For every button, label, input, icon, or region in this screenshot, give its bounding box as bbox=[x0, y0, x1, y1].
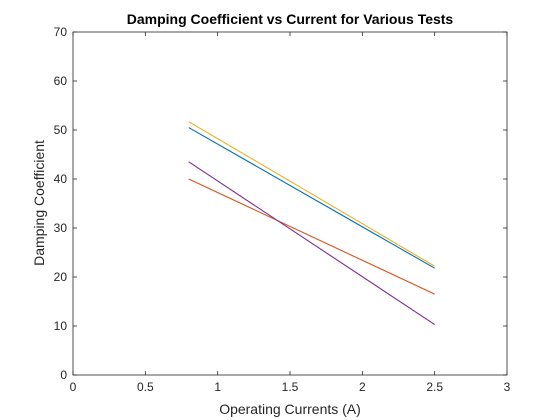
y-tick-label: 0 bbox=[60, 368, 67, 382]
series-line-2 bbox=[188, 178, 435, 295]
y-axis-label: Damping Coefficient bbox=[31, 140, 47, 266]
y-tick-label: 30 bbox=[54, 221, 68, 235]
x-tick-label: 2 bbox=[359, 380, 366, 394]
y-tick-label: 40 bbox=[54, 172, 68, 186]
x-tick-label: 1 bbox=[214, 380, 221, 394]
plot-area bbox=[73, 32, 507, 375]
x-axis-label: Operating Currents (A) bbox=[219, 401, 361, 417]
series-line-3 bbox=[188, 121, 435, 267]
x-tick-label: 3 bbox=[504, 380, 511, 394]
y-tick-label: 70 bbox=[54, 25, 68, 39]
series-line-1 bbox=[188, 127, 435, 269]
chart-title: Damping Coefficient vs Current for Vario… bbox=[127, 11, 454, 27]
series-line-4 bbox=[188, 161, 435, 325]
x-tick-label: 0.5 bbox=[137, 380, 154, 394]
x-tick-label: 1.5 bbox=[282, 380, 299, 394]
x-tick-label: 2.5 bbox=[426, 380, 443, 394]
y-tick-label: 50 bbox=[54, 123, 68, 137]
y-tick-label: 60 bbox=[54, 74, 68, 88]
y-tick-label: 20 bbox=[54, 270, 68, 284]
x-tick-label: 0 bbox=[70, 380, 77, 394]
y-tick-label: 10 bbox=[54, 319, 68, 333]
plot-lines bbox=[188, 121, 435, 325]
